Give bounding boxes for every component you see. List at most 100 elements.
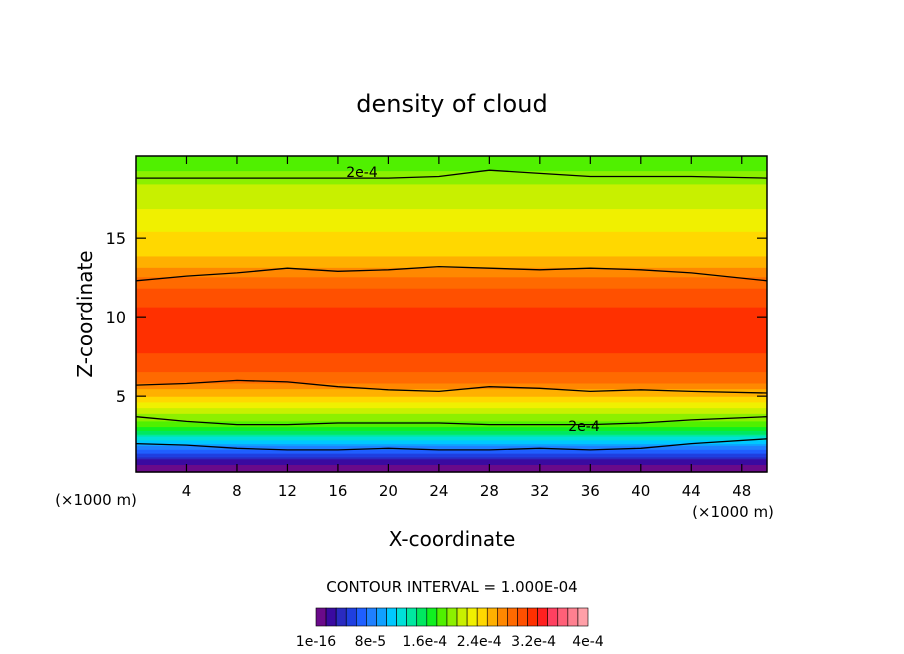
- field-band: [136, 399, 767, 403]
- contour-interval-text: CONTOUR INTERVAL = 1.000E-04: [326, 578, 577, 596]
- x-tick-label: 28: [480, 482, 499, 500]
- field-band: [136, 312, 767, 316]
- field-band: [136, 392, 767, 395]
- field-band: [136, 428, 767, 431]
- field-band: [136, 462, 767, 466]
- field-band: [136, 198, 767, 202]
- x-tick-label: 44: [682, 482, 701, 500]
- field-band: [136, 320, 767, 323]
- field-band: [136, 344, 767, 348]
- x-tick-label: 40: [631, 482, 650, 500]
- field-band: [136, 415, 767, 418]
- field-band: [136, 447, 767, 450]
- colorbar: [315, 607, 589, 627]
- field-band: [136, 407, 767, 411]
- x-tick-label: 48: [732, 482, 751, 500]
- field-band: [136, 331, 767, 335]
- field-band: [136, 193, 767, 196]
- field-band: [136, 156, 767, 158]
- field-band: [136, 308, 767, 312]
- field-band: [136, 360, 767, 363]
- field-band: [136, 439, 767, 443]
- field-band: [136, 297, 767, 301]
- field-band: [136, 451, 767, 454]
- y-tick-label: 15: [106, 229, 126, 248]
- field-band: [136, 295, 767, 299]
- field-band: [136, 299, 767, 302]
- field-band: [136, 445, 767, 448]
- field-band: [136, 396, 767, 399]
- field-band: [136, 464, 767, 467]
- field-band: [136, 456, 767, 460]
- field-band: [136, 191, 767, 194]
- x-tick-label: 4: [182, 482, 192, 500]
- field-band: [136, 221, 767, 225]
- field-band: [136, 172, 767, 175]
- field-band: [136, 318, 767, 321]
- field-band: [136, 435, 767, 439]
- colorbar-swatch: [406, 607, 418, 627]
- x-tick-label: 12: [278, 482, 297, 500]
- colorbar-labels: 1e-16 8e-5 1.6e-4 2.4e-4 3.2e-4 4e-4: [296, 634, 604, 650]
- contour-line: [135, 379, 768, 394]
- field-band: [136, 233, 767, 236]
- field-band: [136, 255, 767, 259]
- field-band: [136, 176, 767, 179]
- field-band: [136, 242, 767, 246]
- colorbar-swatch: [517, 607, 528, 627]
- field-band: [136, 185, 767, 189]
- field-band: [136, 157, 767, 160]
- field-band: [136, 181, 767, 185]
- field-band: [136, 362, 767, 365]
- y-tick-label: 5: [116, 387, 126, 406]
- field-band: [136, 257, 767, 261]
- field-band: [136, 216, 767, 219]
- field-band: [136, 225, 767, 229]
- colorbar-swatch: [325, 607, 337, 627]
- field-band: [136, 305, 767, 308]
- field-band: [136, 394, 767, 397]
- colorbar-swatch: [376, 607, 387, 627]
- field-band: [136, 382, 767, 386]
- field-band: [136, 326, 767, 329]
- field-band: [136, 386, 767, 390]
- field-band: [136, 231, 767, 234]
- field-band: [136, 289, 767, 293]
- field-band: [136, 375, 767, 378]
- colorbar-label: 2.4e-4: [457, 634, 502, 650]
- field-band: [136, 202, 767, 206]
- field-band: [136, 162, 767, 166]
- field-band: [136, 453, 767, 456]
- field-band: [136, 303, 767, 306]
- field-band: [136, 189, 767, 192]
- field-band: [136, 263, 767, 266]
- field-band: [136, 164, 767, 168]
- field-band: [136, 229, 767, 232]
- x-tick-label: 24: [429, 482, 448, 500]
- field-band: [136, 417, 767, 420]
- colorbar-swatch: [567, 607, 579, 627]
- field-band: [136, 348, 767, 352]
- y-axis-label: Z-coordinate: [73, 250, 97, 377]
- field-band: [136, 335, 767, 338]
- field-band: [136, 238, 767, 242]
- field-band: [136, 324, 767, 327]
- field-band: [136, 248, 767, 251]
- field-band: [136, 466, 767, 469]
- colorbar-swatch: [537, 607, 549, 627]
- field-band: [136, 373, 767, 376]
- field-band: [136, 286, 767, 289]
- field-band: [136, 240, 767, 244]
- field-band: [136, 454, 767, 458]
- x-axis-label: X-coordinate: [389, 527, 516, 551]
- colorbar-swatch: [456, 607, 468, 627]
- field-band: [136, 219, 767, 223]
- field-band: [136, 354, 767, 357]
- field-band: [136, 339, 767, 342]
- field-band: [136, 346, 767, 350]
- contour-line: [135, 416, 768, 426]
- field-band: [136, 206, 767, 210]
- field-band: [136, 401, 767, 405]
- field-band: [136, 166, 767, 170]
- field-band: [136, 210, 767, 213]
